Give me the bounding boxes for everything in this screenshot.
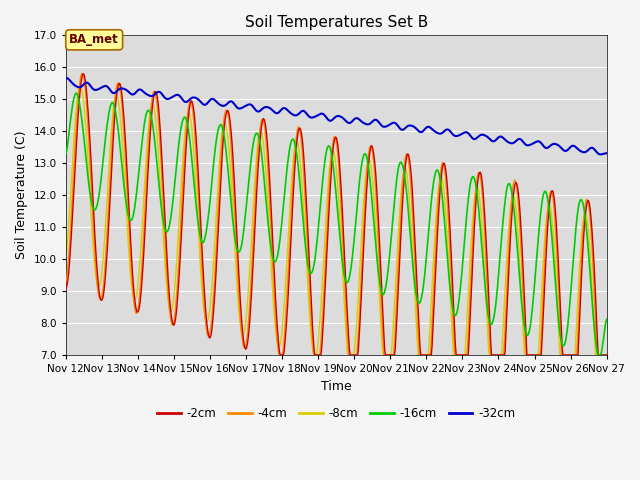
Legend: -2cm, -4cm, -8cm, -16cm, -32cm: -2cm, -4cm, -8cm, -16cm, -32cm [152, 402, 520, 425]
Y-axis label: Soil Temperature (C): Soil Temperature (C) [15, 131, 28, 259]
X-axis label: Time: Time [321, 380, 351, 393]
Title: Soil Temperatures Set B: Soil Temperatures Set B [244, 15, 428, 30]
Text: BA_met: BA_met [69, 33, 119, 47]
